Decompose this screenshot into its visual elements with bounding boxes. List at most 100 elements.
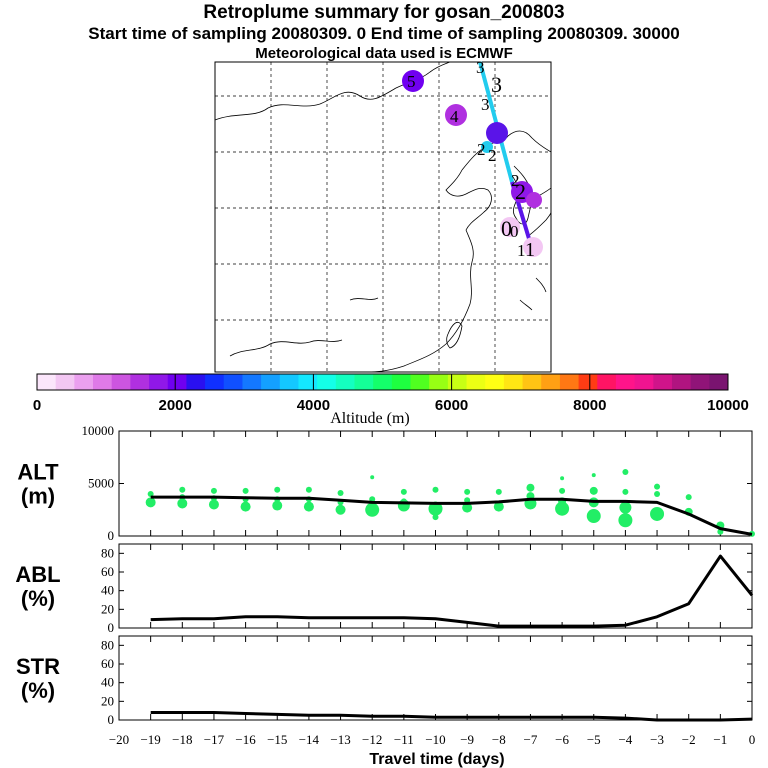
x-tick-label: −12: [362, 732, 382, 747]
x-tick-label: −7: [524, 732, 538, 747]
altitude-dot: [493, 501, 504, 512]
colorbar-cell: [615, 374, 636, 390]
x-tick-label: −2: [682, 732, 696, 747]
coastline-ryukyu-1: [535, 277, 547, 293]
colorbar-cell: [205, 374, 225, 390]
y-axis-unit: (%): [21, 586, 55, 611]
colorbar-tick-label: 2000: [159, 397, 192, 414]
altitude-dot: [145, 497, 156, 508]
border-small: [349, 297, 379, 301]
y-tick-label: 20: [101, 601, 114, 616]
x-tick-label: −15: [267, 732, 287, 747]
y-tick-label: 40: [101, 583, 114, 598]
colorbar-cell: [37, 374, 57, 390]
x-axis-label: Travel time (days): [369, 751, 504, 768]
x-tick-label: −19: [140, 732, 160, 747]
altitude-dot: [555, 501, 570, 516]
y-tick-label: 10000: [82, 423, 115, 438]
altitude-dot: [428, 501, 443, 516]
colorbar-cell: [522, 374, 542, 390]
map-gridlines: [215, 62, 551, 372]
altitude-dot: [432, 486, 439, 493]
border-south: [229, 339, 343, 357]
colorbar-cell: [298, 374, 318, 390]
altitude-dot: [337, 489, 344, 496]
altitude-dot: [303, 501, 314, 512]
retroplume-map: 5 4 3 3 3 2 2 2 2 0 0 1 1: [214, 58, 552, 373]
colorbar-cell: [634, 374, 654, 390]
colorbar-tick-label: 10000: [707, 397, 749, 414]
colorbar-cell: [186, 374, 206, 390]
cluster-4-marker: [445, 104, 467, 126]
colorbar-cell: [410, 374, 430, 390]
altitude-dot: [526, 483, 535, 492]
altitude-dot: [618, 513, 633, 528]
colorbar-cell: [485, 374, 505, 390]
colorbar-cell: [167, 374, 187, 390]
colorbar-cell: [709, 374, 729, 390]
panel-frame: [118, 635, 753, 721]
cluster-label: 2: [477, 140, 486, 159]
y-tick-label: 5000: [88, 476, 114, 491]
colorbar-cell: [373, 374, 393, 390]
x-tick-label: −11: [394, 732, 414, 747]
altitude-dot: [177, 498, 188, 509]
colorbar-cell: [111, 374, 131, 390]
cluster-1-marker: [523, 237, 543, 257]
cluster-label: 2: [511, 171, 520, 190]
altitude-dots: [145, 468, 755, 537]
altitude-dot: [365, 502, 380, 517]
x-tick-label: −4: [618, 732, 632, 747]
colorbar-cell: [597, 374, 617, 390]
y-axis-title: ABL: [15, 562, 60, 587]
altitude-dot: [369, 496, 376, 503]
altitude-dot: [208, 499, 219, 510]
cluster-2-marker-secondary: [526, 192, 542, 208]
altitude-dot: [335, 504, 346, 515]
colorbar-cell: [578, 374, 598, 390]
cluster-label: 3: [481, 95, 490, 114]
altitude-dot: [559, 487, 566, 494]
altitude-dot: [619, 501, 632, 514]
cluster-label: 3: [476, 58, 485, 77]
altitude-dot: [654, 491, 661, 497]
x-tick-label: −10: [425, 732, 445, 747]
altitude-dot: [654, 483, 661, 490]
coastline-ryukyu-2: [519, 299, 533, 311]
altitude-dot: [650, 506, 665, 521]
panel-abl: 80 60 40 20 0 ABL(%): [15, 543, 754, 635]
colorbar-cell: [429, 374, 449, 390]
y-tick-label: 60: [101, 564, 114, 579]
x-tick-label: −5: [587, 732, 601, 747]
colorbar-cell: [279, 374, 299, 390]
colorbar-cell: [447, 374, 468, 390]
series-line-alt: [150, 495, 753, 536]
cluster-label: 5: [407, 72, 416, 91]
altitude-dot: [591, 473, 596, 478]
coastline-manchuria: [461, 130, 552, 171]
y-axis-unit: (%): [21, 678, 55, 703]
x-tick-label: −13: [330, 732, 350, 747]
colorbar-tick-label: 0: [33, 397, 41, 414]
y-tick-label: 0: [108, 620, 115, 635]
x-tick-label: −18: [172, 732, 192, 747]
colorbar-cell: [541, 374, 561, 390]
cluster-label: 2: [515, 179, 526, 204]
coastline-japan-kyushu: [527, 211, 552, 237]
colorbar-cell: [74, 374, 94, 390]
y-axis-title: ALT: [17, 460, 59, 485]
y-tick-label: 80: [101, 637, 114, 652]
altitude-dot: [622, 488, 629, 495]
y-tick-label: 60: [101, 656, 114, 671]
coastline-china-east: [367, 229, 474, 373]
colorbar-cell: [354, 374, 374, 390]
x-tick-label: −8: [492, 732, 506, 747]
colorbar-cell: [335, 374, 355, 390]
altitude-dot: [685, 494, 692, 501]
x-tick-label: −6: [555, 732, 569, 747]
altitude-dot: [622, 468, 629, 475]
y-tick-label: 80: [101, 545, 114, 560]
x-tick-label: 0: [749, 732, 756, 747]
altitude-dot: [560, 476, 565, 481]
